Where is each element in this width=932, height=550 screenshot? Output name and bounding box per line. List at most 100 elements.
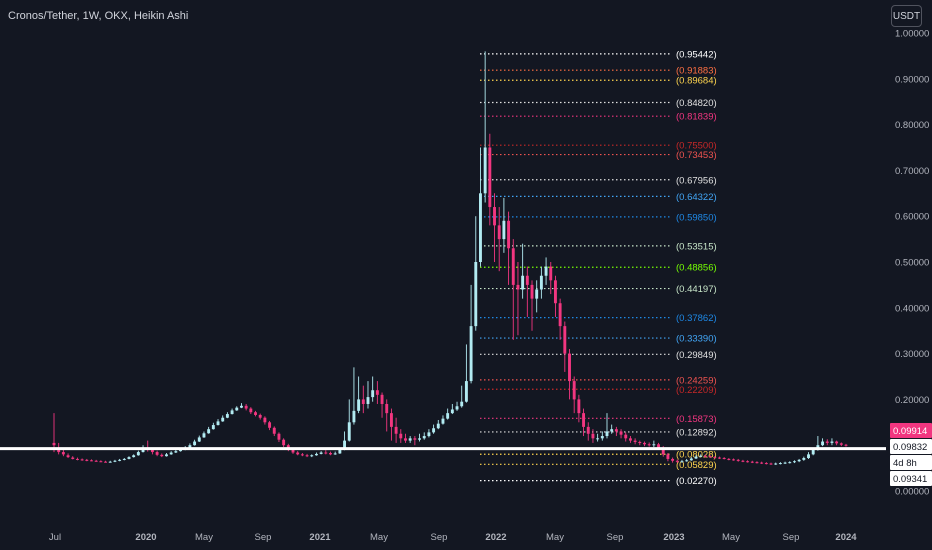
y-tick-label: 0.40000 <box>895 303 929 314</box>
candle-body <box>474 262 478 327</box>
y-tick-label: 0.50000 <box>895 258 929 269</box>
fib-level-label: (0.64322) <box>676 192 717 203</box>
price-tag-bg <box>890 439 932 454</box>
candle-body <box>577 399 581 414</box>
candle-body <box>150 449 154 453</box>
fib-level-label: (0.44197) <box>676 284 717 295</box>
candle-body <box>783 462 787 464</box>
price-tag-label: 0.09832 <box>893 442 927 453</box>
fib-level-label: (0.75500) <box>676 141 717 152</box>
candle-body <box>633 440 637 442</box>
candle-body <box>479 193 482 262</box>
candle-body <box>282 439 286 446</box>
fib-level-label: (0.33390) <box>676 334 717 345</box>
candle-body <box>333 453 337 455</box>
candle-body <box>596 438 600 440</box>
candle-body <box>661 447 665 455</box>
candle-body <box>122 458 126 460</box>
candle-body <box>66 455 70 458</box>
candle-body <box>718 457 721 459</box>
candle-body <box>455 406 459 410</box>
y-tick-label: 0.70000 <box>895 166 929 177</box>
candle-body <box>582 413 586 427</box>
candle-body <box>347 422 351 441</box>
x-tick-label: Sep <box>431 532 448 543</box>
candle-body <box>418 438 421 440</box>
fib-level-label: (0.08028) <box>676 450 717 461</box>
price-tag: 4d 8h <box>890 455 932 470</box>
candle-body <box>118 459 122 461</box>
candle-body <box>586 426 590 434</box>
candle-body <box>357 399 361 411</box>
candle-body <box>483 147 487 194</box>
candle-body <box>85 459 89 461</box>
candle-body <box>71 457 75 459</box>
candle-body <box>225 414 229 418</box>
candle-body <box>375 390 379 395</box>
candle-body <box>432 428 436 433</box>
candle-body <box>352 410 356 423</box>
candle-body <box>399 433 403 439</box>
x-tick-label: May <box>722 532 740 543</box>
currency-button[interactable]: USDT <box>891 5 922 27</box>
fib-level-label: (0.22209) <box>676 385 717 396</box>
price-tag-label: 0.09914 <box>893 426 927 437</box>
x-tick-label: Sep <box>255 532 272 543</box>
candle-body <box>436 423 440 429</box>
price-tag: 0.09341 <box>890 471 932 486</box>
candle-body <box>760 462 764 464</box>
candle-body <box>113 460 117 462</box>
x-tick-label: May <box>370 532 388 543</box>
candle-body <box>427 432 431 437</box>
y-tick-label: 0.80000 <box>895 120 929 131</box>
candle-body <box>525 275 529 285</box>
candle-body <box>193 441 197 446</box>
fib-level-label: (0.53515) <box>676 241 717 252</box>
candle-body <box>807 454 810 459</box>
candle-body <box>464 381 468 402</box>
price-tag-bg <box>890 471 932 486</box>
candle-body <box>600 436 604 439</box>
candle-body <box>104 461 108 463</box>
price-tag: 0.09832 <box>890 439 932 454</box>
candle-body <box>553 280 557 304</box>
candle-body <box>441 418 445 424</box>
candle-body <box>268 422 272 428</box>
candle-body <box>460 401 464 407</box>
candle-body <box>422 436 426 439</box>
x-tick-label: 2021 <box>309 532 331 543</box>
candle-body <box>404 438 407 441</box>
candle-body <box>830 441 834 443</box>
candle-body <box>380 394 384 404</box>
fib-level-label: (0.95442) <box>676 49 717 60</box>
candle-body <box>572 381 576 400</box>
candle-body <box>544 266 548 276</box>
candle-body <box>408 438 412 441</box>
candle-body <box>450 409 454 414</box>
x-axis: Jul 2020 May Sep 2021 May Sep 2022 May Sep 2023 May… <box>49 532 857 543</box>
candle-body <box>750 461 754 463</box>
candle-body <box>643 442 646 445</box>
candle-body <box>530 284 534 299</box>
candle-body <box>385 403 389 414</box>
candle-body <box>638 441 642 443</box>
candle-body <box>52 442 56 446</box>
candle-body <box>792 461 796 463</box>
fib-level-label: (0.48856) <box>676 263 717 274</box>
candle-body <box>394 426 398 434</box>
price-tag-bg <box>890 423 932 438</box>
x-tick-label: Sep <box>783 532 800 543</box>
y-tick-label: 0.00000 <box>895 487 929 498</box>
candle-body <box>202 433 206 438</box>
candle-body <box>825 441 829 443</box>
fib-level-label: (0.91883) <box>676 66 717 77</box>
candle-body <box>263 417 267 423</box>
candle-body <box>99 461 103 463</box>
x-tick-label: 2024 <box>835 532 857 543</box>
candle-body <box>708 456 712 458</box>
candle-body <box>844 444 848 446</box>
candle-body <box>413 438 417 440</box>
candle-body <box>61 452 65 455</box>
